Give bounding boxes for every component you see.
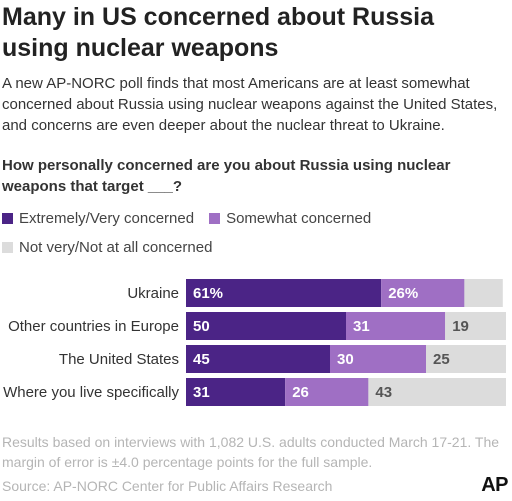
- survey-question: How personally concerned are you about R…: [2, 157, 451, 195]
- legend-row-1: Extremely/Very concerned Somewhat concer…: [2, 208, 386, 228]
- category-label: The United States: [59, 351, 179, 368]
- legend-label-not: Not very/Not at all concerned: [19, 238, 213, 256]
- bar-segment: [186, 378, 286, 406]
- bar-segment: [426, 345, 506, 373]
- data-label: 31: [353, 318, 370, 335]
- data-label: 26%: [388, 285, 418, 302]
- bar-segment: [445, 312, 506, 340]
- bar-segment: [346, 312, 446, 340]
- ap-logo: AP: [481, 474, 508, 496]
- category-label: Ukraine: [127, 285, 179, 302]
- bar-segment: [381, 279, 465, 307]
- legend-item-somewhat: Somewhat concerned: [209, 210, 371, 227]
- chart-title: Many in US concerned about Russia using …: [2, 3, 435, 62]
- data-label: 26: [292, 384, 309, 401]
- legend-label-somewhat: Somewhat concerned: [226, 209, 372, 227]
- category-label: Where you live specifically: [3, 384, 179, 401]
- chart-subtitle: A new AP-NORC poll finds that most Ameri…: [2, 75, 498, 134]
- bar-segment: [368, 378, 506, 406]
- bar-segment: [186, 312, 346, 340]
- stacked-bar-chart: Ukraine 61% 26% Other countries in Europe 50…: [3, 279, 506, 406]
- bar-segment: [285, 378, 369, 406]
- legend-swatch-somewhat: [209, 212, 221, 224]
- data-label: 43: [375, 384, 392, 401]
- bar-segment: [186, 345, 330, 373]
- legend-row-2: Not very/Not at all concerned: [2, 237, 227, 257]
- bar-segment: [330, 345, 426, 373]
- data-label: 31: [193, 384, 210, 401]
- data-label: 30: [337, 351, 354, 368]
- bar-segment: [464, 279, 503, 307]
- data-label: 50: [193, 318, 210, 335]
- data-label: 61%: [193, 285, 223, 302]
- data-label: 19: [452, 318, 469, 335]
- data-label: 25: [433, 351, 450, 368]
- legend-swatch-extremely: [2, 212, 13, 224]
- legend-swatch-not: [2, 241, 13, 253]
- source-note: Source: AP-NORC Center for Public Affair…: [2, 478, 333, 494]
- bar-segment: [186, 279, 382, 307]
- legend-item-not: Not very/Not at all concerned: [2, 239, 212, 256]
- data-label: 45: [193, 351, 210, 368]
- category-label: Other countries in Europe: [8, 318, 179, 335]
- footnote: Results based on interviews with 1,082 U…: [2, 434, 500, 470]
- legend-item-extremely: Extremely/Very concerned: [2, 210, 194, 227]
- legend-label-extremely: Extremely/Very concerned: [19, 209, 195, 227]
